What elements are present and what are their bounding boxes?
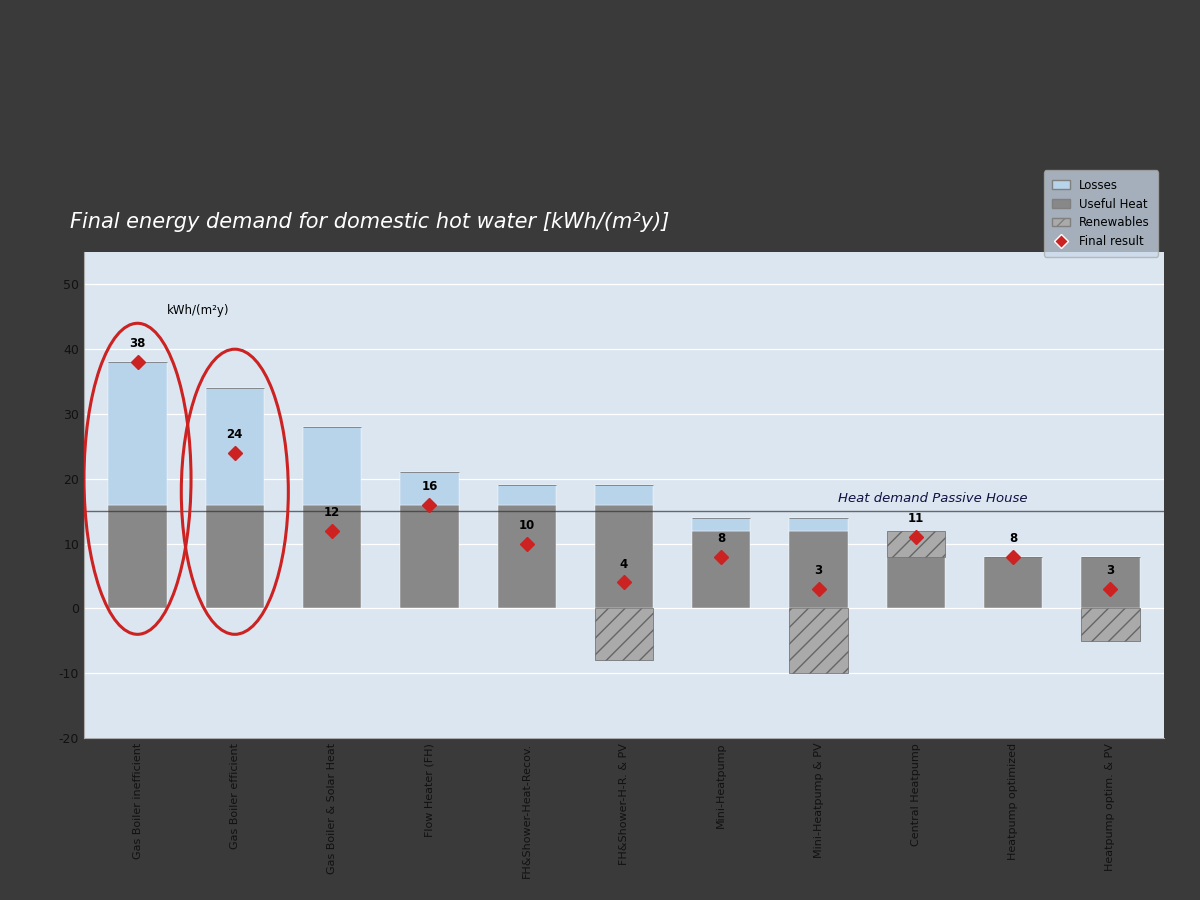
Bar [498,505,556,608]
Bar [401,505,458,608]
Bar [790,531,847,608]
Bar [205,505,264,608]
Bar [595,505,653,608]
Bar [790,518,847,531]
Bar [205,388,264,505]
Text: kWh/(m²y): kWh/(m²y) [167,304,229,317]
Bar [401,472,458,505]
Text: 16: 16 [421,480,438,493]
Text: 11: 11 [907,512,924,526]
Bar [595,485,653,505]
Bar [887,556,946,608]
Text: 8: 8 [718,532,726,544]
Bar [595,608,653,661]
Bar [790,608,847,673]
Bar [498,485,556,505]
Bar [984,556,1043,608]
Text: 24: 24 [227,428,242,441]
Bar [108,505,167,608]
Bar [1081,608,1140,641]
Text: Heat demand Passive House: Heat demand Passive House [838,491,1027,505]
Bar [692,531,750,608]
Text: Final energy demand for domestic hot water [kWh/(m²y)]: Final energy demand for domestic hot wat… [70,212,670,232]
Text: 3: 3 [815,564,823,577]
Text: 4: 4 [620,558,628,571]
Text: 10: 10 [518,519,535,532]
Text: 38: 38 [130,338,145,350]
Bar [692,518,750,531]
Text: 3: 3 [1106,564,1115,577]
Bar [1081,556,1140,608]
Text: 8: 8 [1009,532,1018,544]
Bar [302,505,361,608]
Bar [887,531,946,556]
Bar [108,362,167,505]
Bar [302,427,361,505]
Text: 12: 12 [324,506,341,519]
Legend: Losses, Useful Heat, Renewables, Final result: Losses, Useful Heat, Renewables, Final r… [1044,170,1158,256]
